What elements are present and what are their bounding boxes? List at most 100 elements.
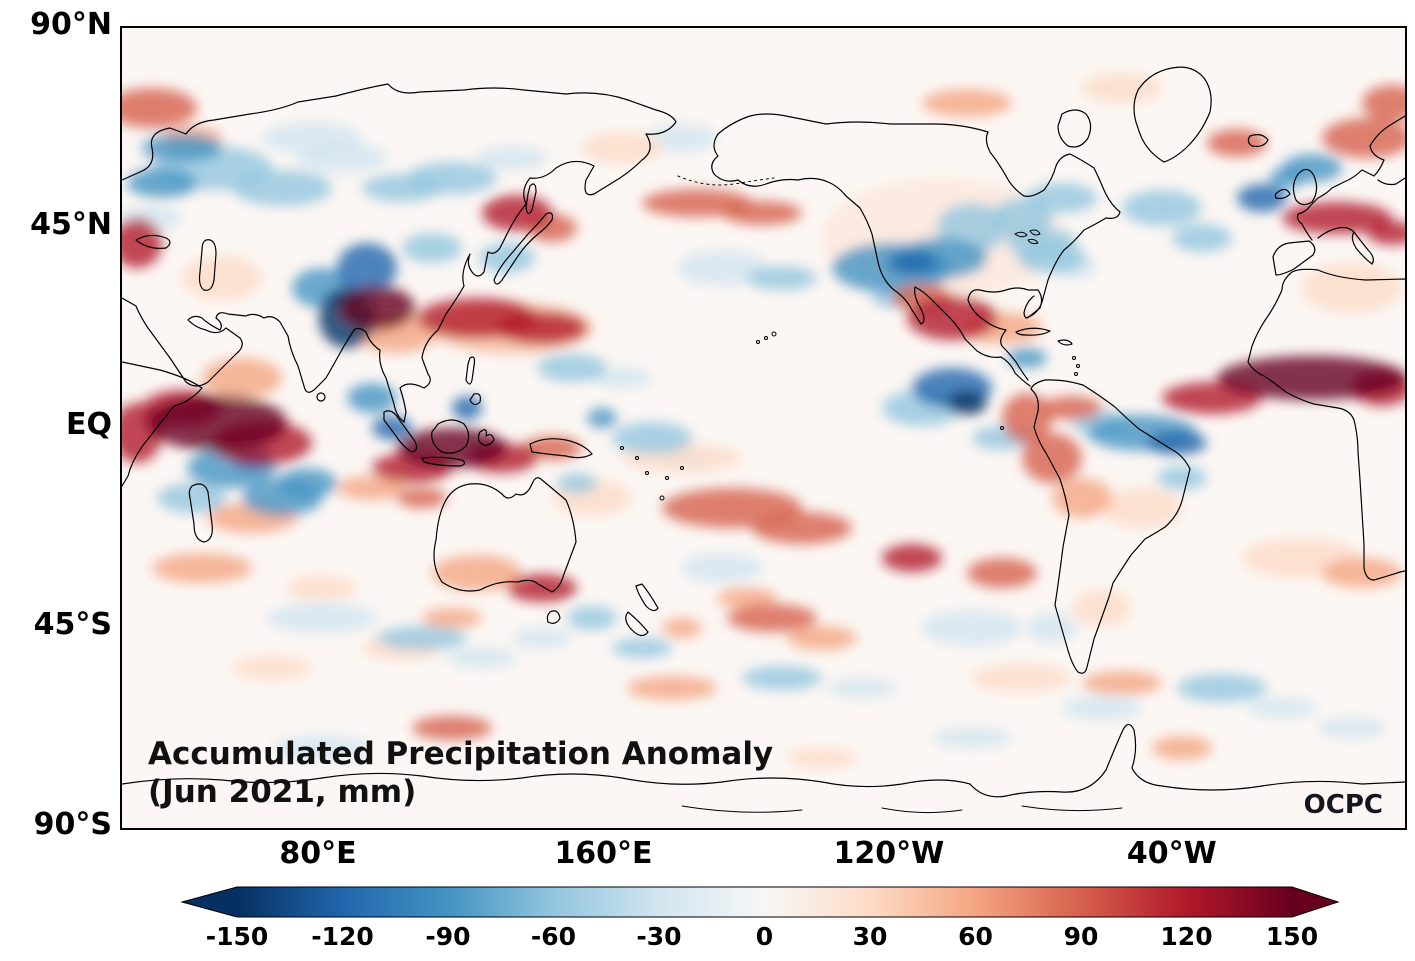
anomaly-cell bbox=[557, 473, 597, 493]
anomaly-cell bbox=[1102, 488, 1182, 528]
lon-tick-label-0: 80°E bbox=[279, 836, 357, 871]
anomaly-cell bbox=[397, 488, 447, 508]
colorbar-tick-label-1: -120 bbox=[311, 922, 374, 951]
anomaly-cell bbox=[147, 395, 287, 451]
anomaly-cell bbox=[232, 170, 332, 206]
anomaly-cell bbox=[742, 666, 822, 690]
anomaly-cell bbox=[452, 396, 482, 420]
anomaly-cell bbox=[202, 358, 282, 398]
anomaly-cell bbox=[922, 89, 1012, 117]
colorbar-tick-label-5: 0 bbox=[755, 922, 774, 951]
colorbar-tick-label-2: -90 bbox=[425, 922, 471, 951]
anomaly-cell bbox=[507, 574, 577, 602]
anomaly-cell bbox=[1362, 85, 1405, 121]
coastlines-layer bbox=[122, 66, 1405, 814]
anomaly-cell bbox=[612, 422, 692, 454]
anomaly-cell bbox=[397, 428, 507, 468]
anomaly-cell bbox=[1367, 221, 1405, 245]
lat-tick-label-0: 90°N bbox=[30, 7, 112, 42]
lon-tick-label-3: 40°W bbox=[1126, 836, 1217, 871]
anomaly-cell bbox=[287, 576, 357, 600]
anomaly-cell bbox=[827, 678, 897, 698]
anomaly-cell bbox=[1282, 154, 1342, 182]
anomaly-cell bbox=[662, 618, 702, 638]
anomaly-cell bbox=[587, 408, 617, 428]
colorbar-tick-label-10: 150 bbox=[1265, 922, 1319, 951]
anomaly-cell bbox=[922, 610, 1022, 646]
colorbar-arrow-bar bbox=[180, 886, 1340, 918]
anomaly-cell bbox=[787, 748, 857, 768]
colorbar-tick-label-9: 120 bbox=[1160, 922, 1213, 951]
colorbar-tick-label-0: -150 bbox=[205, 922, 269, 951]
anomaly-cell bbox=[582, 132, 662, 164]
anomaly-cell bbox=[122, 88, 197, 128]
anomaly-cell bbox=[747, 266, 817, 290]
anomaly-cell bbox=[1152, 736, 1212, 760]
anomaly-cell bbox=[447, 648, 517, 668]
anomaly-cell bbox=[967, 558, 1037, 588]
anomaly-cell bbox=[339, 286, 415, 330]
anomaly-cell bbox=[337, 476, 407, 500]
anomaly-cell bbox=[347, 383, 397, 413]
anomaly-cell bbox=[1147, 431, 1207, 455]
anomaly-cell bbox=[1172, 224, 1232, 252]
anomaly-cell bbox=[267, 603, 377, 633]
anomaly-field-layer bbox=[122, 73, 1405, 768]
anomaly-cell bbox=[1002, 393, 1052, 443]
anomaly-cell bbox=[717, 588, 777, 608]
map-title-line1: Accumulated Precipitation Anomaly bbox=[148, 736, 774, 772]
anomaly-cell bbox=[262, 122, 362, 154]
anomaly-cell bbox=[722, 201, 802, 225]
anomaly-cell bbox=[412, 716, 492, 740]
anomaly-cell bbox=[377, 626, 467, 650]
anomaly-cell bbox=[677, 250, 767, 286]
anomaly-cell bbox=[372, 416, 412, 440]
anomaly-cell bbox=[1237, 184, 1287, 212]
anomaly-cell bbox=[752, 512, 852, 544]
anomaly-cell bbox=[887, 251, 937, 275]
anomaly-cell bbox=[932, 728, 1012, 748]
anomaly-cell bbox=[337, 243, 397, 293]
anomaly-cell bbox=[567, 606, 617, 630]
world-anomaly-map bbox=[122, 28, 1405, 828]
anomaly-cell bbox=[592, 368, 652, 388]
anomaly-cell bbox=[1022, 433, 1082, 483]
anomaly-cell bbox=[1322, 558, 1402, 588]
anomaly-cell bbox=[1217, 356, 1405, 400]
lon-tick-label-2: 120°W bbox=[833, 836, 945, 871]
anomaly-cell bbox=[272, 736, 372, 760]
anomaly-cell bbox=[482, 195, 552, 231]
anomaly-cell bbox=[402, 233, 462, 263]
anomaly-cell bbox=[972, 664, 1072, 692]
anomaly-cell bbox=[907, 296, 997, 340]
colorbar-tick-label-6: 30 bbox=[852, 922, 888, 951]
anomaly-cell bbox=[1072, 590, 1132, 626]
anomaly-cell bbox=[422, 608, 482, 628]
cpc-logo: OCPC bbox=[1303, 790, 1383, 820]
anomaly-cell bbox=[787, 626, 857, 650]
anomaly-cell bbox=[432, 555, 522, 591]
map-title-line2: (Jun 2021, mm) bbox=[148, 773, 417, 810]
anomaly-cell bbox=[122, 218, 162, 268]
anomaly-cell bbox=[1122, 190, 1202, 226]
anomaly-cell bbox=[1317, 718, 1387, 738]
anomaly-cell bbox=[1082, 671, 1162, 695]
lat-tick-label-4: 90°S bbox=[33, 807, 112, 842]
colorbar-tick-label-8: 90 bbox=[1063, 922, 1099, 951]
lat-tick-label-3: 45°S bbox=[33, 607, 112, 642]
anomaly-cell bbox=[1042, 396, 1102, 420]
anomaly-cell bbox=[182, 256, 262, 300]
anomaly-cell bbox=[627, 676, 717, 700]
lon-tick-label-1: 160°E bbox=[554, 836, 653, 871]
anomaly-cell bbox=[612, 638, 672, 658]
anomaly-cell bbox=[522, 436, 582, 460]
anomaly-cell bbox=[1052, 478, 1112, 518]
anomaly-cell bbox=[232, 656, 312, 680]
anomaly-cell bbox=[512, 628, 572, 648]
anomaly-cell bbox=[1177, 674, 1267, 702]
anomaly-cell bbox=[1282, 202, 1392, 234]
map-title: Accumulated Precipitation Anomaly (Jun 2… bbox=[148, 736, 773, 812]
anomaly-cell bbox=[1247, 698, 1317, 718]
anomaly-cell bbox=[1082, 73, 1162, 103]
